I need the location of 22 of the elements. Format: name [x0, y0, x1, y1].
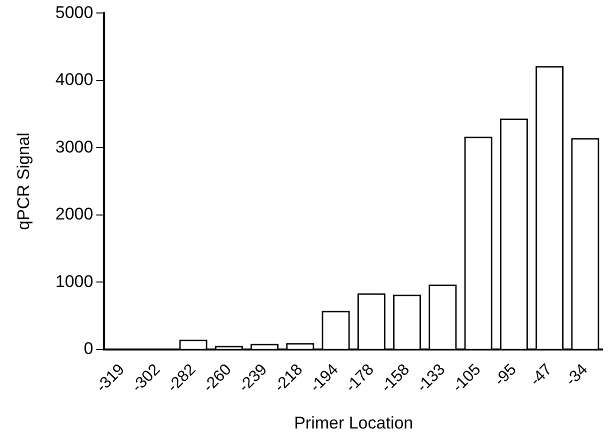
x-tick-label: -319 — [93, 361, 128, 396]
x-tick-label: -34 — [562, 361, 592, 390]
y-tick-label: 0 — [84, 339, 94, 358]
x-tick-label: -282 — [164, 361, 200, 396]
y-tick-label: 4000 — [55, 70, 94, 90]
y-tick-label: 1000 — [55, 272, 94, 291]
x-tick-label: -178 — [342, 361, 378, 396]
x-tick-label: -302 — [128, 361, 164, 396]
x-tick-label: -105 — [450, 361, 484, 396]
x-axis-title: Primer Location — [294, 413, 414, 432]
x-tick-label: -260 — [200, 361, 235, 396]
x-tick-label: -95 — [492, 361, 520, 390]
x-tick-label: -194 — [307, 361, 342, 396]
y-axis-title: qPCR Signal — [14, 132, 33, 230]
x-tick-label: -47 — [527, 361, 556, 390]
x-tick-label: -158 — [378, 361, 414, 396]
x-tick-label: -218 — [271, 361, 306, 396]
x-tick-label: -133 — [414, 361, 449, 396]
y-tick-label: 5000 — [55, 2, 94, 22]
y-tick-label: 3000 — [55, 137, 94, 156]
x-tick-label: -239 — [236, 361, 271, 396]
y-tick-label: 2000 — [55, 204, 94, 224]
